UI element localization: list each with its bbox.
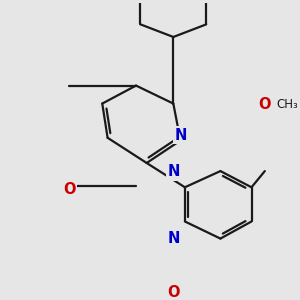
Text: CH₃: CH₃ <box>276 98 298 111</box>
Text: N: N <box>174 128 187 142</box>
Text: O: O <box>259 97 271 112</box>
Text: O: O <box>167 285 180 300</box>
Text: O: O <box>63 182 76 197</box>
Text: N: N <box>167 231 179 246</box>
Text: N: N <box>167 164 179 179</box>
